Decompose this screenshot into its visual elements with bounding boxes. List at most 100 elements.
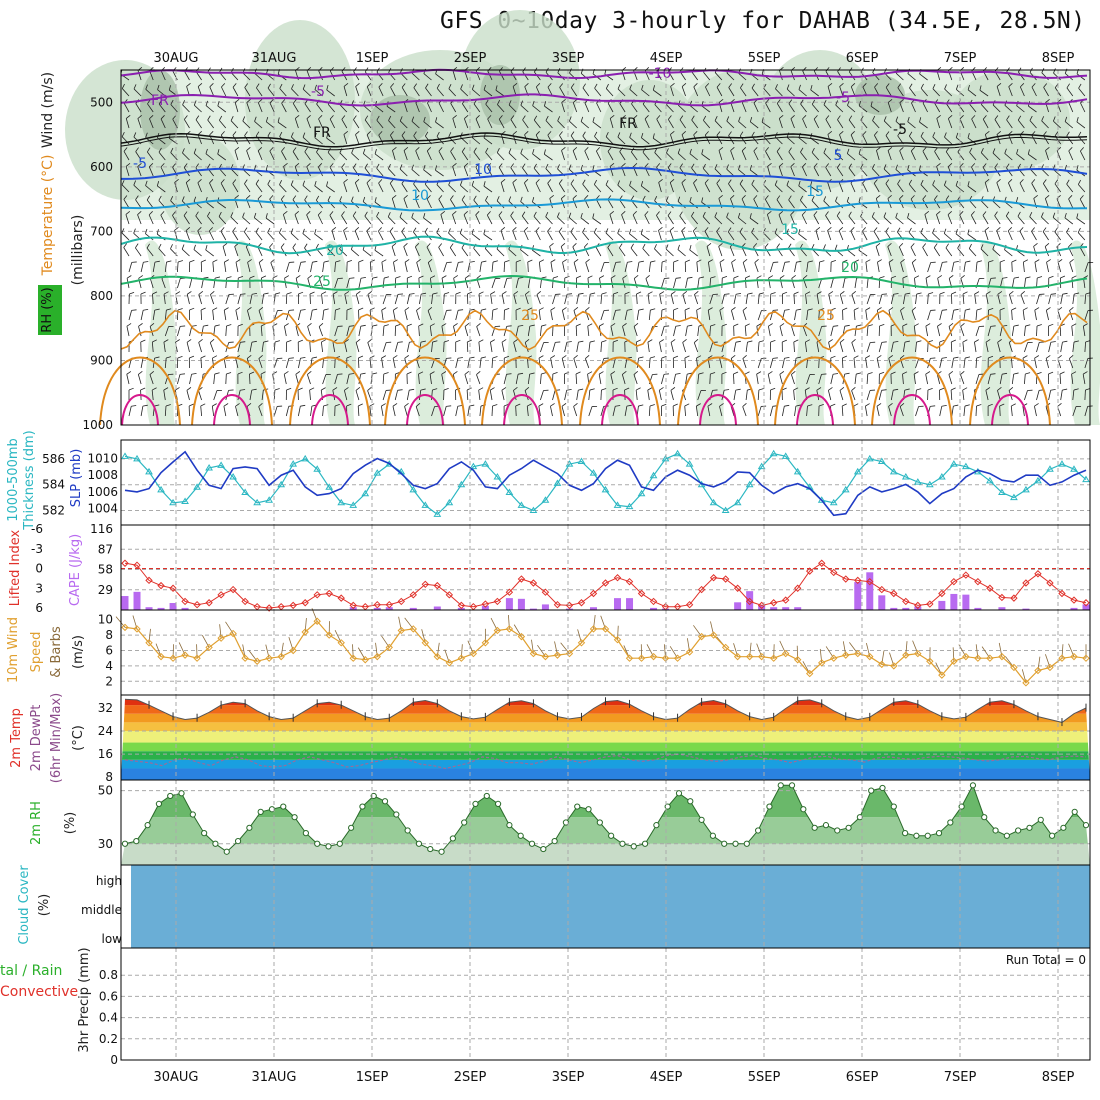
wind-barb-flag: [598, 371, 604, 375]
isotherm-30: [191, 356, 273, 426]
wind-barb: [392, 358, 396, 369]
wind-barb-flag: [146, 243, 150, 249]
wind-barb: [1034, 262, 1037, 273]
wind-barb: [609, 118, 614, 129]
wind-barb-flag: [758, 340, 764, 343]
wind-barb-flag: [295, 275, 301, 279]
wind-barb: [280, 247, 287, 257]
wind-barb-flag: [1025, 324, 1031, 327]
wind-barb: [201, 326, 204, 337]
wind-barb: [164, 262, 167, 273]
wind-barb: [624, 262, 628, 273]
wind-barb: [670, 294, 674, 305]
wind-barb: [925, 326, 928, 337]
wind-barb: [573, 358, 578, 369]
wind-barb: [673, 374, 676, 385]
wind-barb: [406, 294, 410, 305]
temp2m-panel: [121, 696, 1090, 780]
wind-barb-flag: [994, 211, 998, 216]
wind-barb-flag: [834, 244, 838, 250]
rh2m-panel: [121, 782, 1090, 865]
wind-barb-flag: [726, 116, 730, 122]
wind-barb-flag: [788, 147, 792, 153]
thickness-marker: [986, 476, 994, 484]
wind-speed-marker: [445, 659, 454, 667]
wind-barb-flag: [836, 211, 841, 217]
wind-barb: [255, 231, 263, 241]
wind-barb-flag: [242, 164, 245, 170]
wind-barb-flag: [706, 243, 712, 247]
wind-barb: [317, 214, 323, 225]
rh-marker: [1060, 824, 1067, 831]
wind-barb: [394, 342, 399, 353]
thickness-marker: [241, 488, 250, 495]
wind-barb: [152, 293, 154, 305]
wind-barb-flag: [907, 213, 910, 219]
wind-barb-flag: [590, 292, 596, 295]
wind-barb: [981, 104, 989, 113]
wind-barb: [151, 342, 154, 353]
wind-barb-flag: [469, 308, 475, 311]
wind-barb: [791, 326, 795, 337]
wind-barb: [515, 405, 517, 417]
wind-barb-flag: [234, 99, 240, 103]
wind-barb-flag: [560, 243, 566, 247]
wind-barb: [367, 294, 372, 305]
wind-barb: [703, 71, 711, 81]
wind-barb: [123, 247, 130, 257]
wind-barb-flag: [633, 163, 638, 168]
wind-barb: [763, 184, 771, 193]
wind-barb-flag: [624, 387, 630, 391]
wind-barb-flag: [244, 83, 249, 88]
wind-barb: [209, 342, 215, 353]
wind-barb-flag: [751, 227, 755, 233]
wind-barb-flag: [728, 179, 732, 184]
wind-barb: [633, 374, 638, 385]
wind-speed-marker: [457, 654, 466, 662]
wind-barb-flag: [805, 291, 811, 295]
wind10-label-4: (m/s): [71, 635, 86, 669]
rh-marker: [755, 827, 762, 834]
wind-barb: [186, 390, 190, 401]
wind-barb-flag: [786, 84, 790, 90]
wind-barb-flag: [985, 131, 990, 135]
thickness-marker: [673, 449, 682, 457]
wind-barb-flag: [1068, 243, 1073, 248]
wind-barb: [793, 390, 795, 401]
wind-barb-flag: [778, 211, 784, 215]
wind-barb: [267, 87, 275, 97]
wind-barb-flag: [610, 115, 615, 119]
wind-barb-flag: [573, 259, 579, 263]
cape-li-panel: [121, 548, 1090, 612]
wind-barb: [600, 310, 605, 321]
wind-barb-flag: [988, 307, 994, 311]
wind-barb: [684, 357, 686, 369]
li-marker: [421, 580, 430, 589]
wind-barb-flag: [121, 228, 125, 234]
wind-speed-marker: [781, 649, 790, 658]
wind-speed-marker: [818, 659, 826, 667]
wind-barb-flag: [135, 243, 139, 249]
wind-barb-flag: [601, 340, 607, 343]
wind-barb-flag: [281, 147, 285, 152]
wind-barb-flag: [334, 403, 340, 407]
wind-barb-flag: [786, 180, 790, 186]
wind-barb: [987, 261, 990, 273]
wind-barb: [177, 326, 181, 337]
cape-bar: [650, 607, 658, 610]
wind-barb: [448, 184, 456, 193]
isotherm-30: [774, 356, 856, 426]
thickness-marker: [685, 460, 694, 467]
wind-barb-flag: [426, 147, 432, 152]
wind-barb: [435, 73, 444, 81]
wind-barb: [406, 342, 410, 353]
wind-barb: [883, 120, 892, 129]
wind-barb: [163, 294, 166, 305]
wind-barb: [922, 247, 928, 257]
wind-barb: [307, 326, 311, 337]
wind-barb-flag: [969, 147, 973, 153]
wind-barb-flag: [781, 387, 787, 391]
wind-barb-flag: [506, 325, 512, 327]
wind-barb: [721, 294, 725, 305]
wind-barb: [195, 119, 202, 129]
